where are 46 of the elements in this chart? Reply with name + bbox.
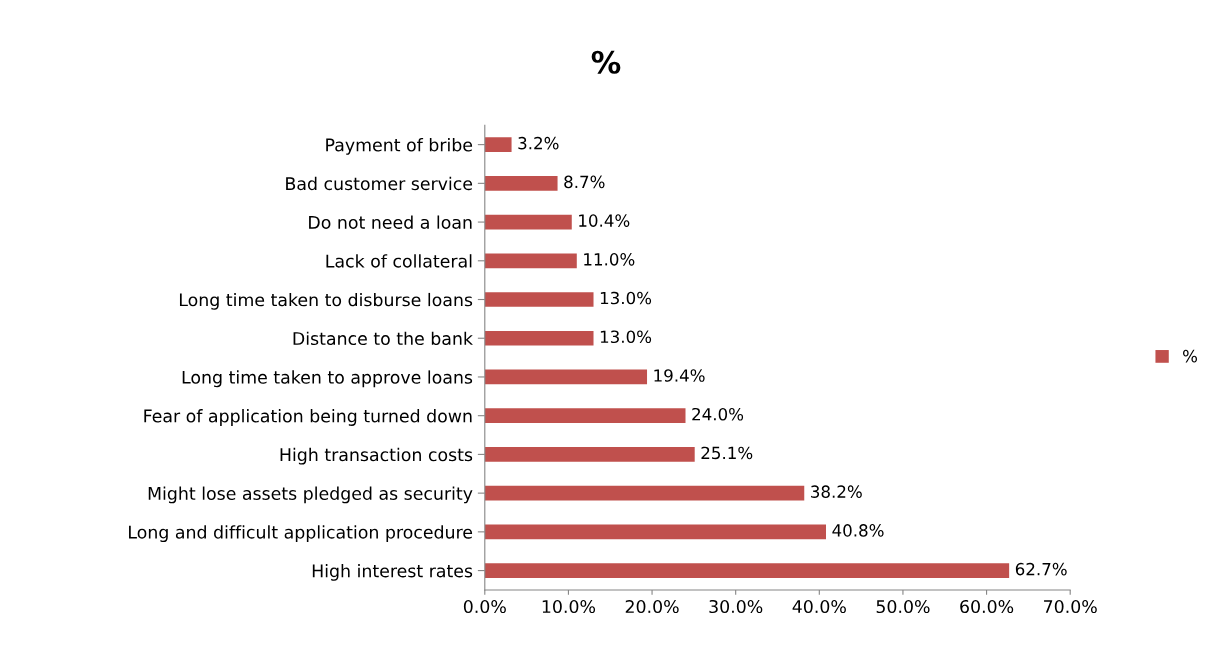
x-tick-label: 50.0% <box>876 599 930 614</box>
x-tick-label: 70.0% <box>1044 599 1097 614</box>
y-tick-label: Bad customer service <box>286 176 473 191</box>
x-tick-label: 20.0% <box>625 599 679 614</box>
data-label: 11.0% <box>584 253 635 266</box>
bar <box>484 137 512 152</box>
y-tick-label: Long and difficult application procedure <box>129 525 473 543</box>
y-tick-label: Long time taken to approve loans <box>182 370 473 388</box>
x-tick-label: 10.0% <box>542 599 596 614</box>
bar <box>484 524 826 540</box>
y-tick-label: Long time taken to disburse loans <box>179 292 473 310</box>
data-label: 62.7% <box>1015 562 1067 576</box>
chart-title: % <box>591 50 621 74</box>
x-tick-label: 0.0% <box>463 599 506 614</box>
x-tick-label: 60.0% <box>960 599 1014 614</box>
y-tick-label: Lack of collateral <box>326 254 472 268</box>
data-label: 3.2% <box>518 136 559 150</box>
bar <box>484 292 594 307</box>
bar <box>484 563 1010 578</box>
data-label: 40.8% <box>832 524 884 537</box>
legend-label: % <box>1183 349 1198 363</box>
data-label: 19.4% <box>654 369 705 382</box>
bar <box>484 447 695 462</box>
y-tick-label: High interest rates <box>312 563 473 581</box>
data-label: 24.0% <box>692 407 744 421</box>
data-label: 38.2% <box>811 485 862 498</box>
bar <box>484 485 805 501</box>
data-label: 10.4% <box>579 214 630 227</box>
y-tick-label: High transaction costs <box>280 447 473 465</box>
bar <box>484 369 648 385</box>
data-label: 13.0% <box>600 291 652 305</box>
bar <box>484 214 572 230</box>
bar <box>484 408 686 424</box>
bar <box>484 253 577 269</box>
bar <box>484 175 558 191</box>
bar <box>484 330 594 346</box>
data-label: 13.0% <box>600 330 652 344</box>
x-tick-label: 30.0% <box>709 599 763 614</box>
y-tick-label: Payment of bribe <box>326 138 473 155</box>
data-label: 25.1% <box>701 446 753 460</box>
y-tick-label: Distance to the bank <box>293 331 473 346</box>
y-tick-label: Fear of application being turned down <box>144 409 472 426</box>
y-tick-label: Do not need a loan <box>309 215 472 229</box>
data-label: 8.7% <box>564 175 605 189</box>
x-tick-label: 40.0% <box>792 599 846 614</box>
y-tick-label: Might lose assets pledged as security <box>148 486 473 504</box>
